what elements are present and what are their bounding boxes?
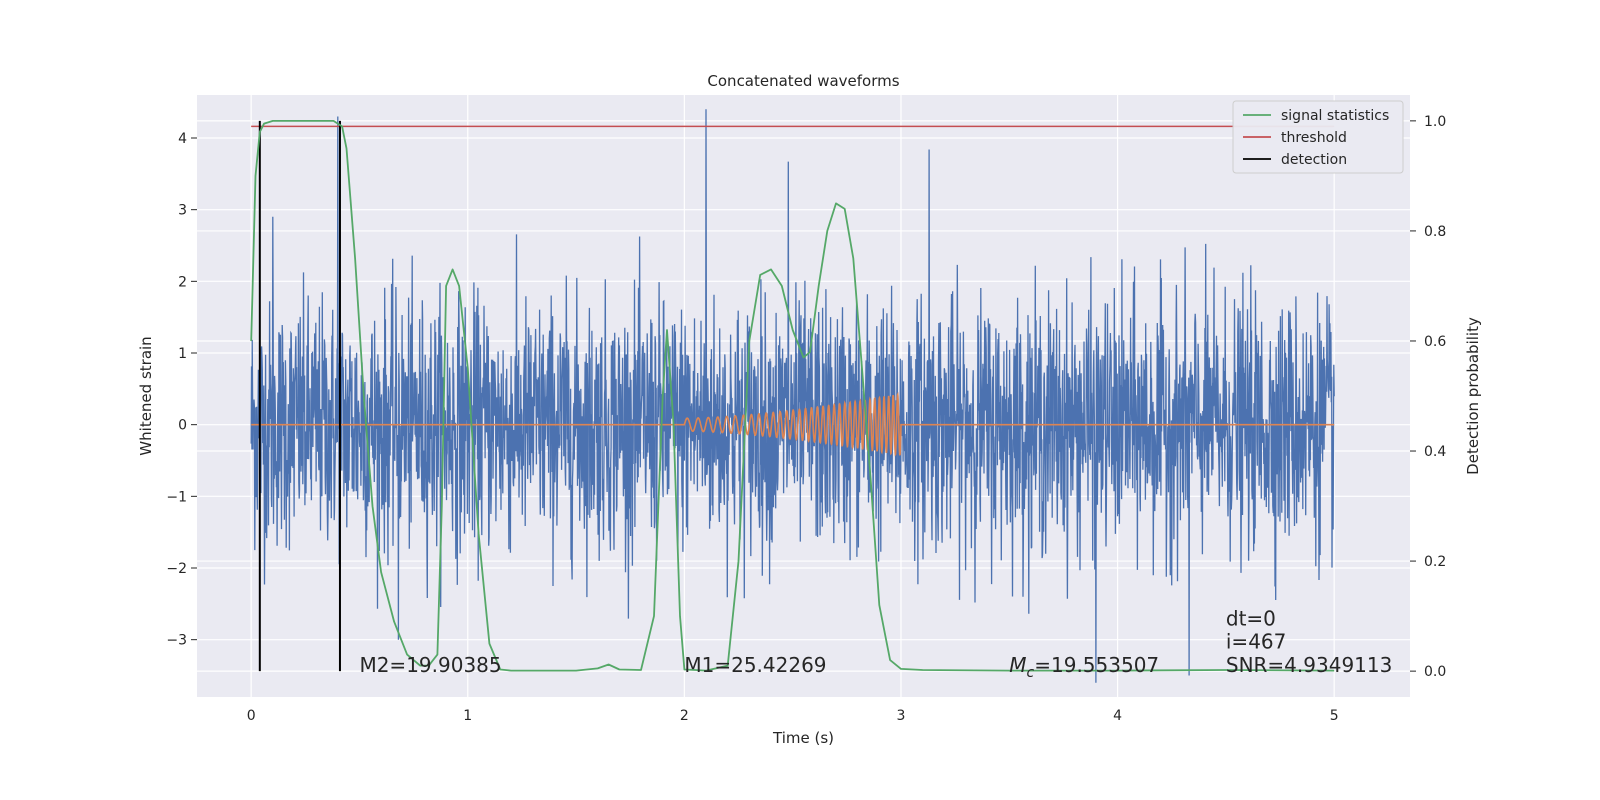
x-tick-label: 5 bbox=[1330, 708, 1339, 724]
strain-line bbox=[250, 109, 1335, 683]
y2-tick-label: 0.4 bbox=[1424, 444, 1446, 460]
y-tick-label: −2 bbox=[166, 561, 187, 577]
x-tick-label: 3 bbox=[897, 708, 906, 724]
legend: signal statistics threshold detection bbox=[1232, 100, 1404, 174]
x-tick-label: 4 bbox=[1113, 708, 1122, 724]
y2-tick-label: 0.8 bbox=[1424, 224, 1446, 240]
y-axis-right: 0.0 0.2 0.4 0.6 0.8 1.0 bbox=[1410, 114, 1446, 680]
y-tick-label: 1 bbox=[178, 346, 187, 362]
chart-title: Concatenated waveforms bbox=[707, 72, 899, 90]
y2-tick-label: 0.2 bbox=[1424, 554, 1446, 570]
annotation-subscript: c bbox=[1027, 665, 1035, 681]
annotation-text: dt=0 bbox=[1226, 606, 1276, 630]
legend-label: detection bbox=[1281, 152, 1347, 168]
annotation-text: M1=25.42269 bbox=[684, 653, 826, 677]
signal-statistics-series bbox=[250, 120, 1335, 672]
y-tick-label: 2 bbox=[178, 274, 187, 290]
plot-area bbox=[250, 109, 1335, 683]
annotation-text: i=467 bbox=[1226, 629, 1287, 653]
y2-tick-label: 0.6 bbox=[1424, 334, 1446, 350]
y-tick-label: 0 bbox=[178, 418, 187, 434]
y2-tick-label: 0.0 bbox=[1424, 664, 1446, 680]
legend-box bbox=[1232, 100, 1404, 174]
legend-label: signal statistics bbox=[1281, 108, 1389, 124]
signal-statistics-line bbox=[250, 120, 1335, 672]
annotation-text: SNR=4.9349113 bbox=[1226, 653, 1392, 677]
detection-series bbox=[258, 120, 341, 672]
annotation-text: M2=19.90385 bbox=[359, 653, 501, 677]
y-axis-label: Whitened strain bbox=[137, 336, 155, 455]
y-axis-left: −3 −2 −1 0 1 2 3 4 bbox=[166, 131, 197, 649]
y2-tick-label: 1.0 bbox=[1424, 114, 1446, 130]
x-tick-label: 2 bbox=[680, 708, 689, 724]
y2-axis-label: Detection probability bbox=[1464, 317, 1482, 475]
y-tick-label: −3 bbox=[166, 633, 187, 649]
y-tick-label: −1 bbox=[166, 489, 187, 505]
annotations: M2=19.90385 M1=25.42269 Mc=19.553507 dt=0i=… bbox=[359, 606, 1392, 681]
annotation-text: Mc=19.553507 bbox=[1009, 653, 1159, 681]
y-tick-label: 4 bbox=[178, 131, 187, 147]
strain-series bbox=[250, 109, 1335, 683]
annotation-symbol: M bbox=[1009, 653, 1026, 677]
y-tick-label: 3 bbox=[178, 203, 187, 219]
legend-label: threshold bbox=[1281, 130, 1347, 146]
annotation-value: =19.553507 bbox=[1034, 653, 1159, 677]
x-tick-label: 1 bbox=[463, 708, 472, 724]
x-tick-label: 0 bbox=[247, 708, 256, 724]
x-axis-label: Time (s) bbox=[772, 729, 834, 747]
x-axis: 0 1 2 3 4 5 bbox=[247, 708, 1339, 724]
